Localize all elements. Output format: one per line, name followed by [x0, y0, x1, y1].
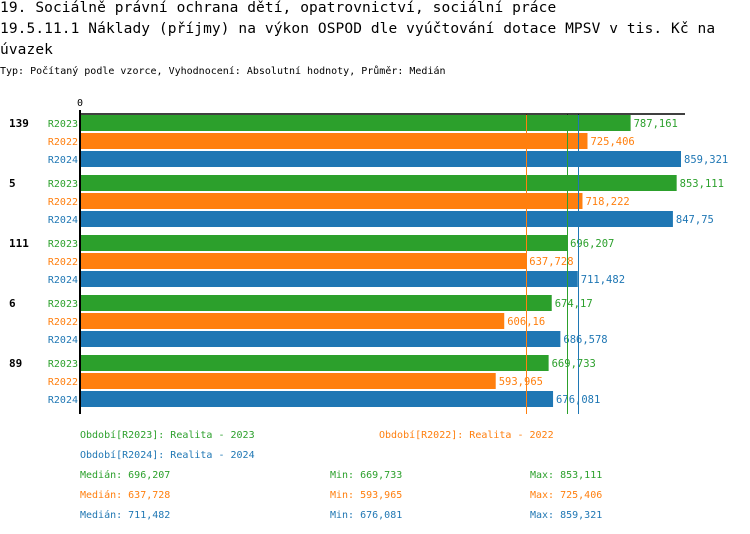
category-label: 5	[9, 177, 16, 190]
bar-r2024	[81, 151, 681, 167]
series-label: R2024	[48, 155, 78, 166]
series-label: R2022	[48, 197, 78, 208]
chart-title-line2: 19.5.11.1 Náklady (příjmy) na výkon OSPO…	[0, 21, 716, 37]
data-label: 637,728	[529, 256, 573, 268]
category-label: 6	[9, 297, 16, 310]
data-label: 669,733	[552, 358, 596, 370]
bar-r2024	[81, 331, 561, 347]
series-label: R2024	[48, 395, 78, 406]
category-label: 89	[9, 357, 22, 370]
series-label: R2022	[48, 377, 78, 388]
series-label: R2023	[48, 239, 78, 250]
data-label: 725,406	[590, 136, 634, 148]
category-label: 139	[9, 117, 29, 130]
legend-entry-r2024: Období[R2024]: Realita - 2024	[80, 450, 255, 461]
data-label: 718,222	[585, 196, 629, 208]
stat-max-r2023: Max: 853,111	[530, 470, 603, 481]
stat-median-r2024: Medián: 711,482	[80, 510, 171, 521]
data-label: 853,111	[680, 178, 724, 190]
stat-median-r2023: Medián: 696,207	[80, 470, 171, 481]
stat-min-r2023: Min: 669,733	[330, 470, 403, 481]
bar-r2024	[81, 211, 673, 227]
chart-title-line1: 19. Sociálně právní ochrana dětí, opatro…	[0, 0, 557, 16]
series-label: R2023	[48, 299, 78, 310]
bar-r2022	[81, 373, 496, 389]
stat-median-r2022: Medián: 637,728	[80, 490, 171, 501]
bar-r2023	[81, 355, 549, 371]
series-label: R2023	[48, 359, 78, 370]
chart-title-line3: úvazek	[0, 42, 53, 58]
legend-entry-r2022: Období[R2022]: Realita - 2022	[379, 430, 554, 441]
stat-min-r2024: Min: 676,081	[330, 510, 403, 521]
data-label: 674,17	[555, 298, 593, 310]
data-label: 859,321	[684, 154, 728, 166]
data-label: 847,75	[676, 214, 714, 226]
series-label: R2024	[48, 275, 78, 286]
legend-entry-r2023: Období[R2023]: Realita - 2023	[80, 430, 255, 441]
bar-r2022	[81, 253, 527, 269]
bar-r2023	[81, 175, 677, 191]
bar-r2024	[81, 271, 578, 287]
data-label: 696,207	[570, 238, 614, 250]
bar-r2023	[81, 235, 568, 251]
series-label: R2022	[48, 317, 78, 328]
series-label: R2022	[48, 137, 78, 148]
series-label: R2023	[48, 119, 78, 130]
chart-subtitle: Typ: Počítaný podle vzorce, Vyhodnocení:…	[0, 66, 446, 77]
series-label: R2024	[48, 335, 78, 346]
data-label: 787,161	[634, 118, 678, 130]
series-label: R2022	[48, 257, 78, 268]
bar-r2024	[81, 391, 554, 407]
x-tick-label: 0	[77, 98, 83, 109]
bar-r2023	[81, 295, 552, 311]
bar-r2022	[81, 313, 505, 329]
category-label: 111	[9, 237, 29, 250]
stat-max-r2022: Max: 725,406	[530, 490, 603, 501]
data-label: 711,482	[581, 274, 625, 286]
bar-r2022	[81, 193, 583, 209]
bar-r2023	[81, 115, 631, 131]
series-label: R2024	[48, 215, 78, 226]
data-label: 686,578	[563, 334, 607, 346]
stat-max-r2024: Max: 859,321	[530, 510, 603, 521]
series-label: R2023	[48, 179, 78, 190]
stat-min-r2022: Min: 593,965	[330, 490, 403, 501]
data-label: 593,965	[499, 376, 543, 388]
bar-r2022	[81, 133, 588, 149]
